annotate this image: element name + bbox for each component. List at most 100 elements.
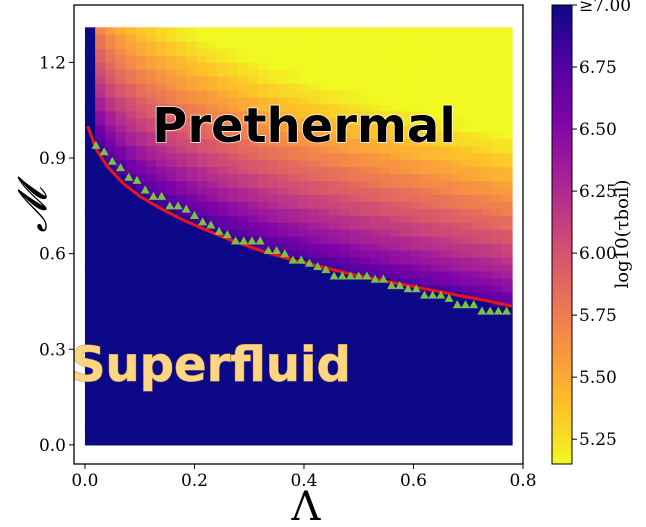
- heatmap-cell: [115, 326, 127, 335]
- heatmap-cell: [440, 256, 452, 265]
- heatmap-cell: [196, 333, 208, 342]
- heatmap-cell: [420, 76, 432, 84]
- heatmap-cell: [329, 96, 340, 105]
- heatmap-cell: [308, 277, 320, 286]
- heatmap-cell: [501, 138, 513, 147]
- heatmap-cell: [247, 187, 259, 195]
- heatmap-cell: [105, 340, 117, 349]
- heatmap-cell: [308, 256, 320, 265]
- heatmap-cell: [206, 55, 218, 63]
- heatmap-cell: [491, 131, 503, 140]
- heatmap-cell: [318, 382, 330, 390]
- heatmap-cell: [440, 340, 452, 349]
- heatmap-cell: [257, 82, 269, 91]
- heatmap-cell: [481, 187, 493, 195]
- heatmap-cell: [390, 194, 401, 202]
- heatmap-cell: [369, 124, 381, 133]
- heatmap-cell: [278, 110, 289, 119]
- heatmap-cell: [440, 180, 452, 188]
- heatmap-cell: [176, 124, 188, 133]
- heatmap-cell: [206, 166, 218, 175]
- heatmap-cell: [420, 222, 432, 230]
- heatmap-cell: [278, 319, 289, 328]
- heatmap-cell: [278, 361, 289, 369]
- heatmap-cell: [84, 347, 96, 356]
- heatmap-cell: [145, 396, 157, 404]
- heatmap-cell: [267, 312, 279, 321]
- heatmap-cell: [430, 138, 442, 147]
- heatmap-cell: [145, 361, 157, 369]
- heatmap-cell: [400, 430, 411, 439]
- heatmap-cell: [166, 236, 178, 244]
- heatmap-cell: [308, 215, 320, 223]
- heatmap-cell: [501, 76, 513, 84]
- heatmap-cell: [390, 270, 401, 279]
- heatmap-cell: [257, 263, 269, 272]
- heatmap-cell: [339, 82, 350, 91]
- heatmap-cell: [237, 194, 249, 202]
- heatmap-cell: [318, 250, 330, 258]
- heatmap-cell: [247, 410, 259, 418]
- heatmap-cell: [125, 201, 137, 209]
- heatmap-cell: [288, 368, 300, 376]
- heatmap-cell: [206, 103, 218, 112]
- heatmap-cell: [196, 222, 208, 230]
- heatmap-cell: [278, 103, 289, 112]
- heatmap-cell: [298, 89, 310, 98]
- heatmap-cell: [166, 194, 178, 202]
- heatmap-cell: [471, 417, 483, 425]
- heatmap-cell: [176, 152, 188, 161]
- heatmap-cell: [318, 423, 330, 432]
- heatmap-cell: [267, 305, 279, 314]
- heatmap-cell: [491, 180, 503, 188]
- heatmap-cell: [196, 152, 208, 161]
- heatmap-cell: [176, 361, 188, 369]
- heatmap-cell: [105, 423, 117, 432]
- heatmap-cell: [227, 396, 239, 404]
- heatmap-cell: [359, 166, 371, 175]
- heatmap-cell: [288, 124, 300, 133]
- heatmap-cell: [166, 55, 178, 63]
- heatmap-cell: [471, 389, 483, 397]
- heatmap-cell: [247, 354, 259, 362]
- heatmap-cell: [278, 236, 289, 244]
- heatmap-cell: [166, 48, 178, 56]
- heatmap-cell: [359, 403, 371, 411]
- heatmap-cell: [339, 298, 350, 307]
- heatmap-cell: [227, 361, 239, 369]
- heatmap-cell: [491, 27, 503, 35]
- heatmap-cell: [95, 187, 106, 195]
- heatmap-cell: [318, 138, 330, 147]
- scatter-point: [313, 261, 323, 270]
- heatmap-cell: [156, 430, 167, 439]
- heatmap-cell: [329, 41, 340, 49]
- heatmap-cell: [430, 396, 442, 404]
- heatmap-cell: [267, 284, 279, 293]
- heatmap-cell: [267, 34, 279, 42]
- heatmap-cell: [166, 110, 178, 119]
- heatmap-cell: [115, 236, 127, 244]
- heatmap-cell: [247, 27, 259, 35]
- heatmap-cell: [298, 396, 310, 404]
- heatmap-cell: [369, 250, 381, 258]
- heatmap-cell: [471, 382, 483, 390]
- heatmap-cell: [400, 403, 411, 411]
- heatmap-cell: [359, 263, 371, 272]
- heatmap-cell: [257, 124, 269, 133]
- heatmap-cell: [267, 243, 279, 251]
- heatmap-cell: [95, 138, 106, 147]
- heatmap-cell: [420, 117, 432, 126]
- heatmap-cell: [156, 312, 167, 321]
- heatmap-cell: [237, 34, 249, 42]
- heatmap-cell: [125, 403, 137, 411]
- heatmap-cell: [308, 124, 320, 133]
- heatmap-cell: [125, 382, 137, 390]
- heatmap-cell: [369, 368, 381, 376]
- heatmap-cell: [339, 180, 350, 188]
- heatmap-cell: [349, 277, 361, 286]
- heatmap-cell: [298, 201, 310, 209]
- heatmap-cell: [481, 89, 493, 98]
- heatmap-cell: [481, 145, 493, 154]
- heatmap-cell: [217, 110, 228, 119]
- heatmap-cell: [410, 131, 422, 140]
